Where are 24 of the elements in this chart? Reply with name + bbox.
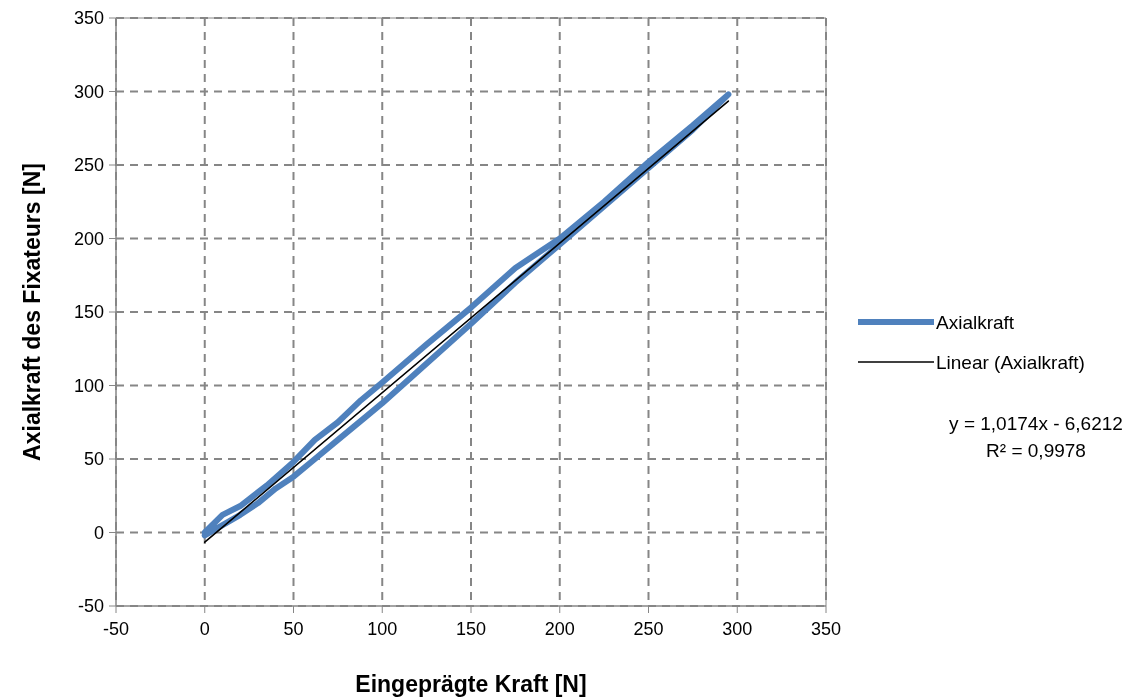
y-axis-title: Axialkraft des Fixateurs [N] [19, 163, 45, 461]
legend-label: Linear (Axialkraft) [936, 352, 1085, 373]
x-tick-label: -50 [102, 619, 130, 639]
x-tick-label: 100 [367, 619, 398, 639]
x-tick-label: 50 [283, 619, 304, 639]
x-tick-label: 0 [199, 619, 210, 639]
x-tick-label: 350 [810, 619, 842, 639]
text: y = 1,0174x - 6,6212 [949, 413, 1123, 434]
x-tick-label: 250 [633, 619, 664, 639]
y-tick-label: 250 [73, 155, 104, 175]
y-tick-label: 100 [73, 375, 104, 396]
y-tick-label: 200 [73, 228, 104, 249]
text: R² = 0,9978 [986, 440, 1086, 461]
x-axis-title: Eingeprägte Kraft [N] [355, 671, 587, 697]
x-tick-label: 200 [544, 619, 575, 639]
y-tick-label: 0 [93, 522, 104, 543]
x-tick-label: 300 [722, 619, 753, 639]
y-tick-label: 300 [73, 81, 104, 102]
y-tick-label: 150 [73, 302, 104, 322]
y-tick-label: 50 [83, 449, 104, 469]
legend-label: Axialkraft [936, 312, 1015, 333]
y-tick-label: 350 [73, 8, 104, 28]
y-tick-label: -50 [77, 596, 104, 616]
x-tick-label: 150 [455, 619, 487, 639]
